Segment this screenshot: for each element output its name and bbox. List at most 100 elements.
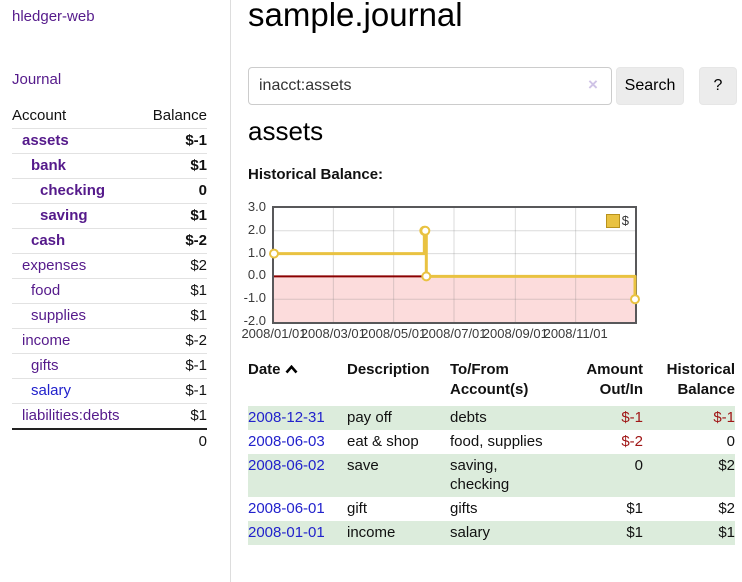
y-tick-label: 0.0 (247, 267, 266, 283)
register-accounts-cell: food, supplies (450, 433, 543, 450)
account-name-cell: cash (12, 228, 142, 254)
accounts-total-spacer (12, 428, 142, 454)
sidebar-account-link-salary[interactable]: salary (31, 382, 72, 399)
account-balance: $-1 (141, 378, 207, 404)
register-balance-cell: $2 (643, 454, 735, 497)
help-button[interactable]: ? (699, 67, 737, 105)
y-tick-label: -1.0 (243, 290, 266, 306)
account-name-cell: expenses (12, 253, 142, 279)
register-table: Date Description To/From Account(s) Amou… (248, 358, 735, 545)
register-accounts-cell: gifts (450, 500, 478, 517)
sidebar-account-link-checking[interactable]: checking (40, 182, 106, 199)
register-description-cell: pay off (347, 406, 450, 430)
register-row: 2008-01-01 income salary $1 $1 (248, 521, 735, 545)
account-name-cell: liabilities:debts (12, 403, 142, 429)
register-date-cell: 2008-06-03 (248, 430, 347, 454)
search-input[interactable] (248, 67, 612, 105)
historical-balance-chart: 3.0 2.0 1.0 0.0 -1.0 -2.0 $ 2008/01/01 2008/03… (241, 199, 708, 347)
account-name-cell: food (12, 278, 142, 304)
accounts-header-account: Account (12, 107, 67, 124)
register-accounts-cell: debts (450, 406, 563, 430)
account-balance: $1 (141, 203, 207, 229)
sidebar-account-link-bank[interactable]: bank (31, 157, 67, 174)
register-amount-cell: $1 (563, 521, 643, 545)
transaction-date-link[interactable]: 2008-06-01 (248, 500, 325, 517)
page-title: sample.journal (248, 0, 463, 33)
register-amount-cell: $-2 (621, 433, 643, 450)
account-row: salary $-1 (12, 378, 207, 404)
sidebar-account-link-cash[interactable]: cash (31, 232, 66, 249)
account-balance: $1 (141, 403, 207, 429)
account-heading: assets (248, 116, 324, 146)
chart-section-label: Historical Balance: (248, 166, 384, 183)
y-tick-label: -2.0 (243, 313, 266, 328)
transaction-date-link[interactable]: 2008-12-31 (248, 409, 325, 426)
legend-swatch-icon (605, 213, 620, 228)
accounts-total-row: 0 (12, 428, 207, 454)
register-balance-cell: $1 (643, 521, 735, 545)
clear-search-icon[interactable]: × (588, 75, 598, 94)
account-row: checking 0 (12, 178, 207, 204)
sidebar-account-link-income[interactable]: income (22, 332, 71, 349)
account-row: liabilities:debts $1 (12, 403, 207, 429)
account-row: expenses $2 (12, 253, 207, 279)
sidebar-account-link-assets[interactable]: assets (22, 132, 69, 149)
account-row: assets $-1 (12, 128, 207, 154)
register-description-cell: gift (347, 500, 368, 517)
register-description-cell: income (347, 521, 450, 545)
sidebar-item-journal[interactable]: Journal (12, 71, 62, 88)
account-balance: 0 (141, 178, 207, 204)
register-row: 2008-06-02 save saving, checking 0 $2 (248, 454, 735, 497)
accounts-header-balance: Balance (152, 107, 207, 124)
accounts-header-row: Account Balance (12, 104, 207, 129)
register-header-date[interactable]: Date (248, 358, 347, 406)
transaction-date-link[interactable]: 2008-06-03 (248, 433, 325, 450)
register-description-cell: eat & shop (347, 433, 419, 450)
account-balance: $-2 (141, 228, 207, 254)
register-balance-cell: 0 (726, 433, 735, 450)
account-balance: $2 (141, 253, 207, 279)
sidebar-account-link-food[interactable]: food (31, 282, 61, 299)
main-area: sample.journal × Search ? assets Histori… (241, 0, 742, 582)
app-brand-link[interactable]: hledger-web (12, 8, 95, 25)
account-balance: $-1 (141, 128, 207, 154)
x-tick-label: 2008/03/01 (300, 326, 366, 341)
register-header-row: Date Description To/From Account(s) Amou… (248, 358, 735, 406)
sidebar-account-link-gifts[interactable]: gifts (31, 357, 59, 374)
register-description-cell: save (347, 454, 450, 497)
x-tick-label: 2008/11/01 (543, 326, 608, 341)
account-name-cell: salary (12, 378, 142, 404)
chart-canvas (269, 208, 640, 322)
account-balance: $1 (141, 153, 207, 179)
sidebar-account-link-liabilities-debts[interactable]: liabilities:debts (22, 407, 120, 424)
account-name-cell: saving (12, 203, 142, 229)
accounts-table: Account Balance assets $-1 bank $1 checking 0… (12, 104, 207, 454)
account-name-cell: income (12, 328, 142, 354)
register-row: 2008-06-03 eat & shop food, supplies $-2 0 (248, 430, 735, 454)
sidebar-account-link-supplies[interactable]: supplies (31, 307, 87, 324)
register-header-accounts: To/From Account(s) (450, 361, 529, 398)
x-tick-label: 2008/07/01 (421, 326, 487, 341)
register-header-balance: Historical Balance (666, 361, 735, 398)
register-date-cell: 2008-01-01 (248, 521, 347, 545)
register-header-date-label: Date (248, 361, 281, 378)
search-button[interactable]: Search (616, 67, 684, 105)
transaction-date-link[interactable]: 2008-01-01 (248, 524, 325, 541)
transaction-date-link[interactable]: 2008-06-02 (248, 457, 325, 474)
chart-legend: $ (604, 213, 630, 228)
register-row: 2008-06-01 gift gifts $1 $2 (248, 497, 735, 521)
account-name-cell: checking (12, 178, 142, 204)
sidebar-account-link-expenses[interactable]: expenses (22, 257, 87, 274)
account-balance: $1 (141, 303, 207, 329)
sidebar-account-link-saving[interactable]: saving (40, 207, 88, 224)
account-row: saving $1 (12, 203, 207, 229)
accounts-body: assets $-1 bank $1 checking 0 saving $1 cash $-2 e… (12, 128, 207, 429)
register-amount-cell: 0 (563, 454, 643, 497)
x-tick-label: 2008/01/01 (241, 326, 307, 341)
legend-label: $ (621, 213, 629, 228)
y-tick-label: 2.0 (247, 221, 266, 237)
accounts-total-value: 0 (141, 428, 207, 454)
register-amount-cell: $1 (626, 500, 643, 517)
account-row: bank $1 (12, 153, 207, 179)
account-row: gifts $-1 (12, 353, 207, 379)
